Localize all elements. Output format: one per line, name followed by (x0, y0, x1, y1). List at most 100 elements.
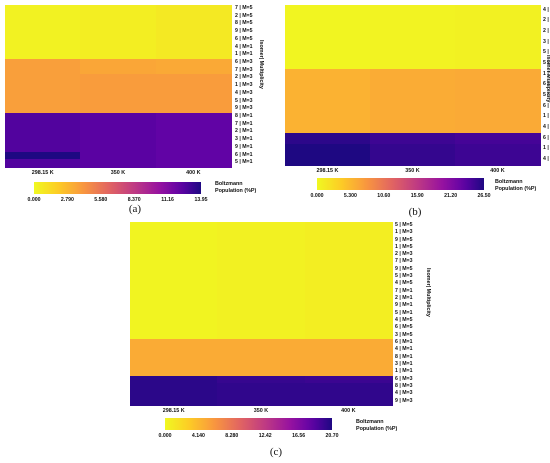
heatmap-cell (455, 101, 541, 113)
heatmap-cell (455, 133, 541, 145)
colorbar-title-line: Boltzmann (356, 419, 384, 425)
heatmap-cell (304, 368, 393, 377)
heatmap-cell (5, 97, 81, 106)
row-label: 3 | M=5 (395, 331, 413, 338)
row-label: 8 | M=3 (395, 382, 413, 389)
row-label: 9 | M=1 (395, 302, 413, 309)
row-label: 2 | M=1 (543, 17, 550, 24)
heatmap-cell (5, 82, 81, 91)
heatmap-cell (5, 20, 81, 29)
row-label: 3 | M=1 (235, 136, 253, 143)
row-label: 4 | M=1 (235, 43, 253, 50)
heatmap-cell (304, 222, 393, 230)
colorbar-tick-label: 15.90 (410, 193, 424, 199)
heatmap-cell (130, 346, 218, 355)
row-label: 5 | M=1 (543, 91, 550, 98)
x-tick-label: 400 K (341, 408, 356, 414)
row-label: 7 | M=3 (395, 258, 413, 265)
heatmap-cell (455, 5, 541, 17)
heatmap-cell (155, 35, 232, 45)
heatmap-cell (285, 37, 371, 49)
heatmap-cell (304, 273, 393, 282)
heatmap-cell (370, 69, 456, 81)
x-tick-label: 298.15 K (162, 408, 185, 414)
row-label: 8 | M=1 (235, 113, 253, 120)
heatmap-cell (80, 12, 157, 22)
heatmap-cell (217, 309, 306, 318)
heatmap-cell (80, 105, 157, 114)
heatmap-cell (155, 5, 232, 14)
row-label: 6 | M=5 (235, 35, 253, 42)
heatmap-cell (217, 273, 306, 282)
heatmap-cell (130, 390, 218, 399)
x-tick-label: 350 K (110, 170, 126, 176)
heatmap-cell (217, 295, 306, 304)
heatmap-cell (217, 375, 306, 384)
row-label: 9 | M=3 (235, 105, 253, 112)
heatmap-cell (5, 89, 81, 99)
row-label: 4 | M=5 (395, 317, 413, 324)
row-label: 9 | M=3 (395, 397, 413, 404)
colorbar-tick-label: 20.70 (325, 433, 339, 439)
heatmap-cell (5, 5, 81, 14)
colorbar-title-line: Boltzmann (495, 179, 523, 185)
heatmap-cell (80, 143, 157, 153)
heatmap-cell (80, 159, 157, 168)
heatmap-cell (217, 331, 306, 340)
heatmap-cell (304, 397, 393, 406)
heatmap-cell (285, 90, 371, 102)
heatmap-cell (285, 111, 371, 123)
heatmap-cell (217, 361, 306, 369)
heatmap-cell (217, 390, 306, 399)
heatmap-cell (304, 383, 393, 391)
heatmap-cell (130, 251, 218, 260)
row-label: 6 | M=3 (543, 134, 550, 141)
heatmap-cell (5, 113, 81, 122)
heatmap-cell (155, 59, 232, 68)
heatmap-cell (217, 236, 306, 245)
heatmap-cell (155, 159, 232, 168)
heatmap-cell (130, 273, 218, 282)
heatmap-cell (155, 66, 232, 76)
heatmap-cell (285, 15, 371, 27)
row-label: 2 | M=3 (235, 74, 253, 81)
heatmap-cell (130, 353, 218, 362)
heatmap-cell (304, 295, 393, 304)
row-label: 7 | M=3 (235, 66, 253, 73)
heatmap-cell (80, 5, 157, 14)
heatmap-cell (285, 26, 371, 38)
heatmap-cell (5, 28, 81, 37)
heatmap-cell (130, 317, 218, 326)
heatmap-cell (130, 258, 218, 267)
heatmap-cell (304, 346, 393, 355)
colorbar-title-line: Boltzmann (215, 181, 243, 187)
colorbar-title-line: Population (%P) (215, 188, 257, 195)
heatmap-cell (304, 390, 393, 399)
heatmap-cell (155, 143, 232, 153)
colorbar-tick-label: 13.95 (194, 197, 208, 203)
heatmap-cell (130, 324, 218, 333)
heatmap-cell (155, 89, 232, 99)
heatmap-cell (285, 143, 371, 155)
row-label: 4 | M=3 (235, 89, 253, 96)
row-label: 2 | M=1 (235, 128, 253, 135)
heatmap-cell (5, 105, 81, 114)
row-label: 1 | M=1 (543, 113, 550, 120)
heatmap-cell (304, 287, 393, 296)
heatmap-cell (155, 82, 232, 91)
row-label: 4 | M=1 (395, 346, 413, 353)
row-label: 5 | M=1 (235, 159, 253, 166)
heatmap-cell (80, 97, 157, 106)
heatmap-cell (5, 151, 81, 160)
heatmap-cell (5, 74, 81, 83)
heatmap-cell (304, 243, 393, 252)
heatmap-cell (5, 59, 81, 68)
heatmap-cell (370, 26, 456, 38)
y-axis-title: Isomer| Multiplicity (258, 40, 264, 89)
colorbar-tick-label: 21.20 (444, 193, 458, 199)
heatmap-cell (155, 43, 232, 52)
colorbar-tick-label: 8.280 (225, 433, 239, 439)
heatmap-cell (304, 353, 393, 362)
heatmap-cell (130, 265, 218, 274)
heatmap-cell (5, 136, 81, 145)
